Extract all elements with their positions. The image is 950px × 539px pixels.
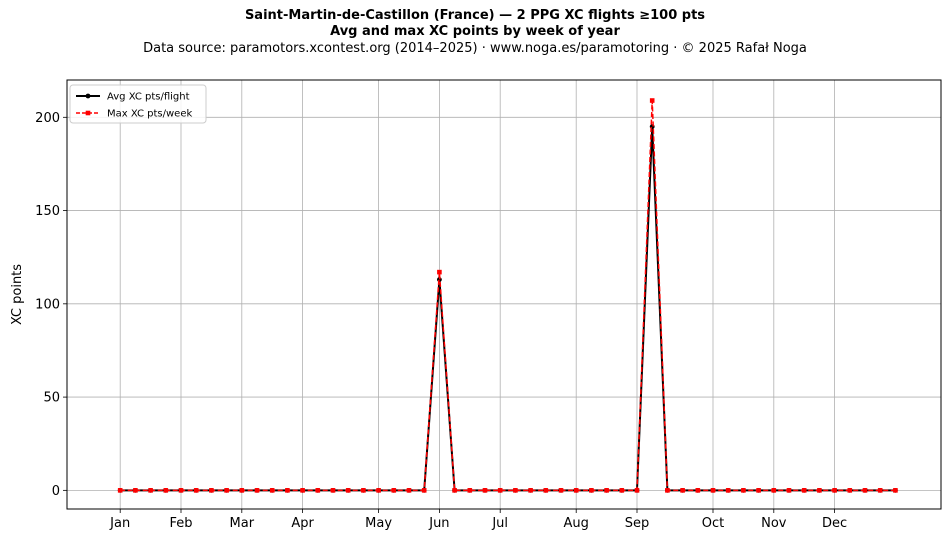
y-axis-label: XC points bbox=[10, 264, 25, 325]
data-point bbox=[649, 98, 655, 103]
data-point bbox=[680, 488, 685, 493]
chart-source: Data source: paramotors.xcontest.org (20… bbox=[143, 41, 807, 56]
data-point bbox=[361, 488, 366, 493]
data-point bbox=[421, 488, 427, 493]
data-point bbox=[391, 488, 397, 493]
data-point bbox=[786, 488, 792, 493]
data-point bbox=[513, 488, 518, 493]
series-layer bbox=[117, 98, 898, 493]
data-point bbox=[224, 488, 229, 493]
x-tick-label: Mar bbox=[230, 516, 255, 531]
data-point bbox=[801, 488, 807, 493]
data-point bbox=[163, 488, 169, 493]
y-tick-label: 50 bbox=[43, 391, 60, 406]
grid-lines bbox=[67, 80, 941, 509]
data-point bbox=[756, 488, 761, 493]
data-point bbox=[665, 488, 670, 493]
data-point bbox=[741, 488, 746, 493]
series-line bbox=[120, 99, 896, 492]
x-tick-label: Feb bbox=[169, 516, 192, 531]
y-tick-label: 0 bbox=[52, 484, 60, 499]
data-point bbox=[330, 488, 336, 493]
x-tick-label: Jul bbox=[491, 516, 508, 531]
data-point bbox=[725, 488, 731, 493]
y-tick-label: 150 bbox=[35, 204, 60, 219]
data-point bbox=[832, 488, 837, 493]
data-point bbox=[528, 488, 533, 493]
data-point bbox=[209, 488, 214, 493]
x-axis-ticks: Jan Feb Mar Apr May Jun Jul Aug Sep Oct Nov Dec bbox=[109, 509, 847, 531]
data-point bbox=[893, 488, 898, 493]
x-tick-label: Nov bbox=[761, 516, 787, 531]
data-point bbox=[193, 488, 199, 493]
data-point bbox=[117, 488, 123, 493]
data-point bbox=[558, 488, 564, 493]
data-point bbox=[452, 488, 457, 493]
x-tick-label: Dec bbox=[822, 516, 847, 531]
series-line bbox=[120, 125, 896, 492]
series-avg bbox=[117, 124, 898, 493]
x-tick-label: Jan bbox=[109, 516, 130, 531]
data-point bbox=[710, 488, 716, 493]
chart-title: Saint-Martin-de-Castillon (France) — 2 P… bbox=[244, 8, 706, 23]
data-point bbox=[437, 269, 442, 275]
data-point bbox=[133, 488, 138, 493]
data-point bbox=[482, 488, 488, 493]
legend-frame bbox=[69, 84, 207, 124]
data-point bbox=[376, 488, 381, 493]
data-point bbox=[269, 488, 275, 493]
plot-area-frame bbox=[66, 79, 942, 510]
legend: Avg XC pts/flight Max XC pts/week bbox=[69, 84, 207, 124]
legend-marker bbox=[85, 110, 91, 116]
data-point bbox=[589, 488, 594, 493]
data-point bbox=[573, 488, 579, 493]
data-point bbox=[695, 488, 701, 493]
data-point bbox=[634, 488, 640, 493]
data-point bbox=[148, 488, 153, 493]
x-tick-label: Aug bbox=[564, 516, 589, 531]
data-point bbox=[315, 488, 321, 493]
data-point bbox=[239, 488, 245, 493]
data-point bbox=[285, 488, 290, 493]
data-point bbox=[862, 488, 868, 493]
data-point bbox=[497, 488, 503, 493]
data-point bbox=[604, 488, 609, 493]
chart-subtitle: Avg and max XC points by week of year bbox=[330, 24, 620, 39]
legend-marker bbox=[85, 93, 91, 99]
data-point bbox=[178, 488, 184, 493]
data-point bbox=[817, 488, 822, 493]
data-point bbox=[543, 488, 549, 493]
data-point bbox=[847, 488, 853, 493]
data-point bbox=[345, 488, 351, 493]
legend-label: Max XC pts/week bbox=[107, 109, 192, 120]
data-point bbox=[254, 488, 260, 493]
x-tick-label: Jun bbox=[428, 516, 449, 531]
y-tick-label: 200 bbox=[35, 111, 60, 126]
data-point bbox=[877, 488, 883, 493]
series-max bbox=[117, 98, 898, 493]
chart-title-block: Saint-Martin-de-Castillon (France) — 2 P… bbox=[0, 8, 950, 58]
y-tick-label: 100 bbox=[35, 297, 60, 312]
data-point bbox=[619, 488, 625, 493]
x-tick-label: Sep bbox=[625, 516, 650, 531]
x-tick-label: May bbox=[365, 516, 392, 531]
x-tick-label: Apr bbox=[291, 516, 314, 531]
data-point bbox=[771, 488, 777, 493]
data-point bbox=[406, 488, 412, 493]
y-axis-ticks: 0 50 100 150 200 bbox=[35, 111, 67, 499]
data-point bbox=[300, 488, 305, 493]
data-point bbox=[467, 488, 473, 493]
legend-label: Avg XC pts/flight bbox=[107, 92, 190, 103]
x-tick-label: Oct bbox=[702, 516, 724, 531]
